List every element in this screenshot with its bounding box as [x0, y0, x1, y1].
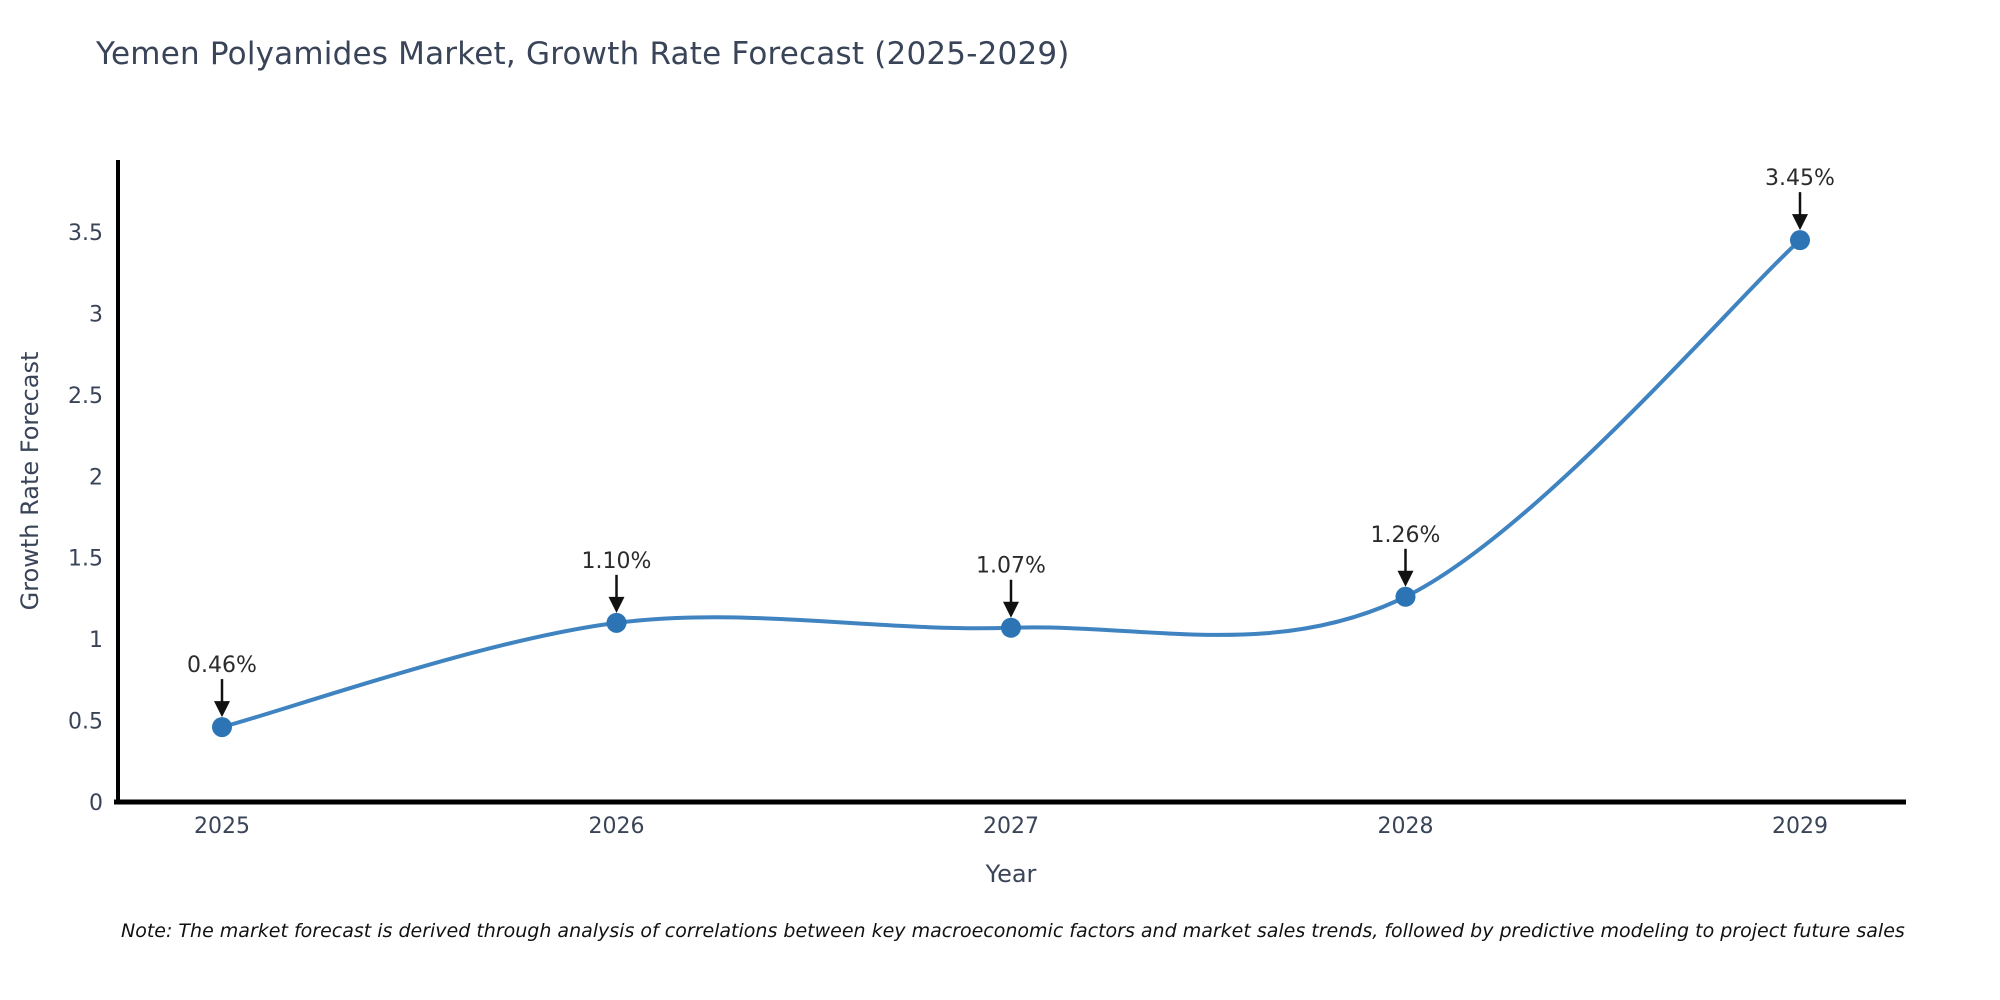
data-point-label: 1.10%	[582, 549, 652, 574]
data-point-marker	[1395, 586, 1416, 607]
y-tick-label: 1.5	[68, 547, 103, 572]
annotation-arrow-head	[1397, 570, 1414, 587]
data-point-annotation: 1.10%	[582, 549, 652, 613]
x-tick-label: 2027	[983, 814, 1039, 839]
data-point-annotation: 3.45%	[1765, 166, 1835, 231]
data-point-label: 3.45%	[1765, 166, 1835, 191]
data-points	[212, 230, 1810, 738]
x-tick-label: 2028	[1378, 814, 1434, 839]
y-tick-label: 3.5	[68, 221, 103, 246]
data-point-marker	[606, 612, 627, 633]
annotation-arrow-head	[1792, 214, 1808, 231]
annotations: 0.46% 1.10% 1.07% 1.26% 3.45%	[187, 166, 1835, 718]
y-axis-title: Growth Rate Forecast	[16, 352, 44, 611]
x-tick-label: 2025	[194, 814, 250, 839]
data-point-marker	[1001, 617, 1021, 638]
data-point-annotation: 1.07%	[976, 554, 1046, 618]
annotation-arrow-head	[214, 701, 230, 718]
growth-rate-line-chart: 0 0.5 1 1.5 2 2.5 3 3.5 2025 2026 2027 2028 2029 Gr…	[16, 160, 1906, 888]
annotation-arrow-head	[608, 596, 625, 613]
chart-title: Yemen Polyamides Market, Growth Rate For…	[96, 36, 1070, 72]
y-tick-label: 1	[89, 628, 103, 653]
data-point-annotation: 1.26%	[1371, 523, 1441, 587]
data-point-label: 0.46%	[187, 653, 257, 678]
x-axis-title: Year	[985, 860, 1037, 888]
x-tick-label: 2029	[1772, 814, 1828, 839]
data-point-annotation: 0.46%	[187, 653, 257, 718]
data-point-label: 1.07%	[976, 554, 1046, 579]
y-tick-label: 2	[89, 465, 103, 490]
x-tick-label: 2026	[589, 814, 645, 839]
x-axis-ticks: 2025 2026 2027 2028 2029	[194, 814, 1828, 839]
data-point-marker	[1790, 230, 1810, 251]
y-tick-label: 2.5	[68, 384, 103, 409]
series-line	[220, 238, 1802, 730]
footnote: Note: The market forecast is derived thr…	[121, 920, 1905, 942]
data-point-marker	[212, 717, 232, 738]
y-tick-label: 0.5	[68, 710, 103, 735]
data-point-label: 1.26%	[1371, 523, 1441, 548]
y-tick-label: 3	[89, 302, 103, 327]
y-tick-label: 0	[89, 791, 103, 816]
y-axis-ticks: 0 0.5 1 1.5 2 2.5 3 3.5	[68, 221, 103, 816]
annotation-arrow-head	[1003, 601, 1019, 618]
